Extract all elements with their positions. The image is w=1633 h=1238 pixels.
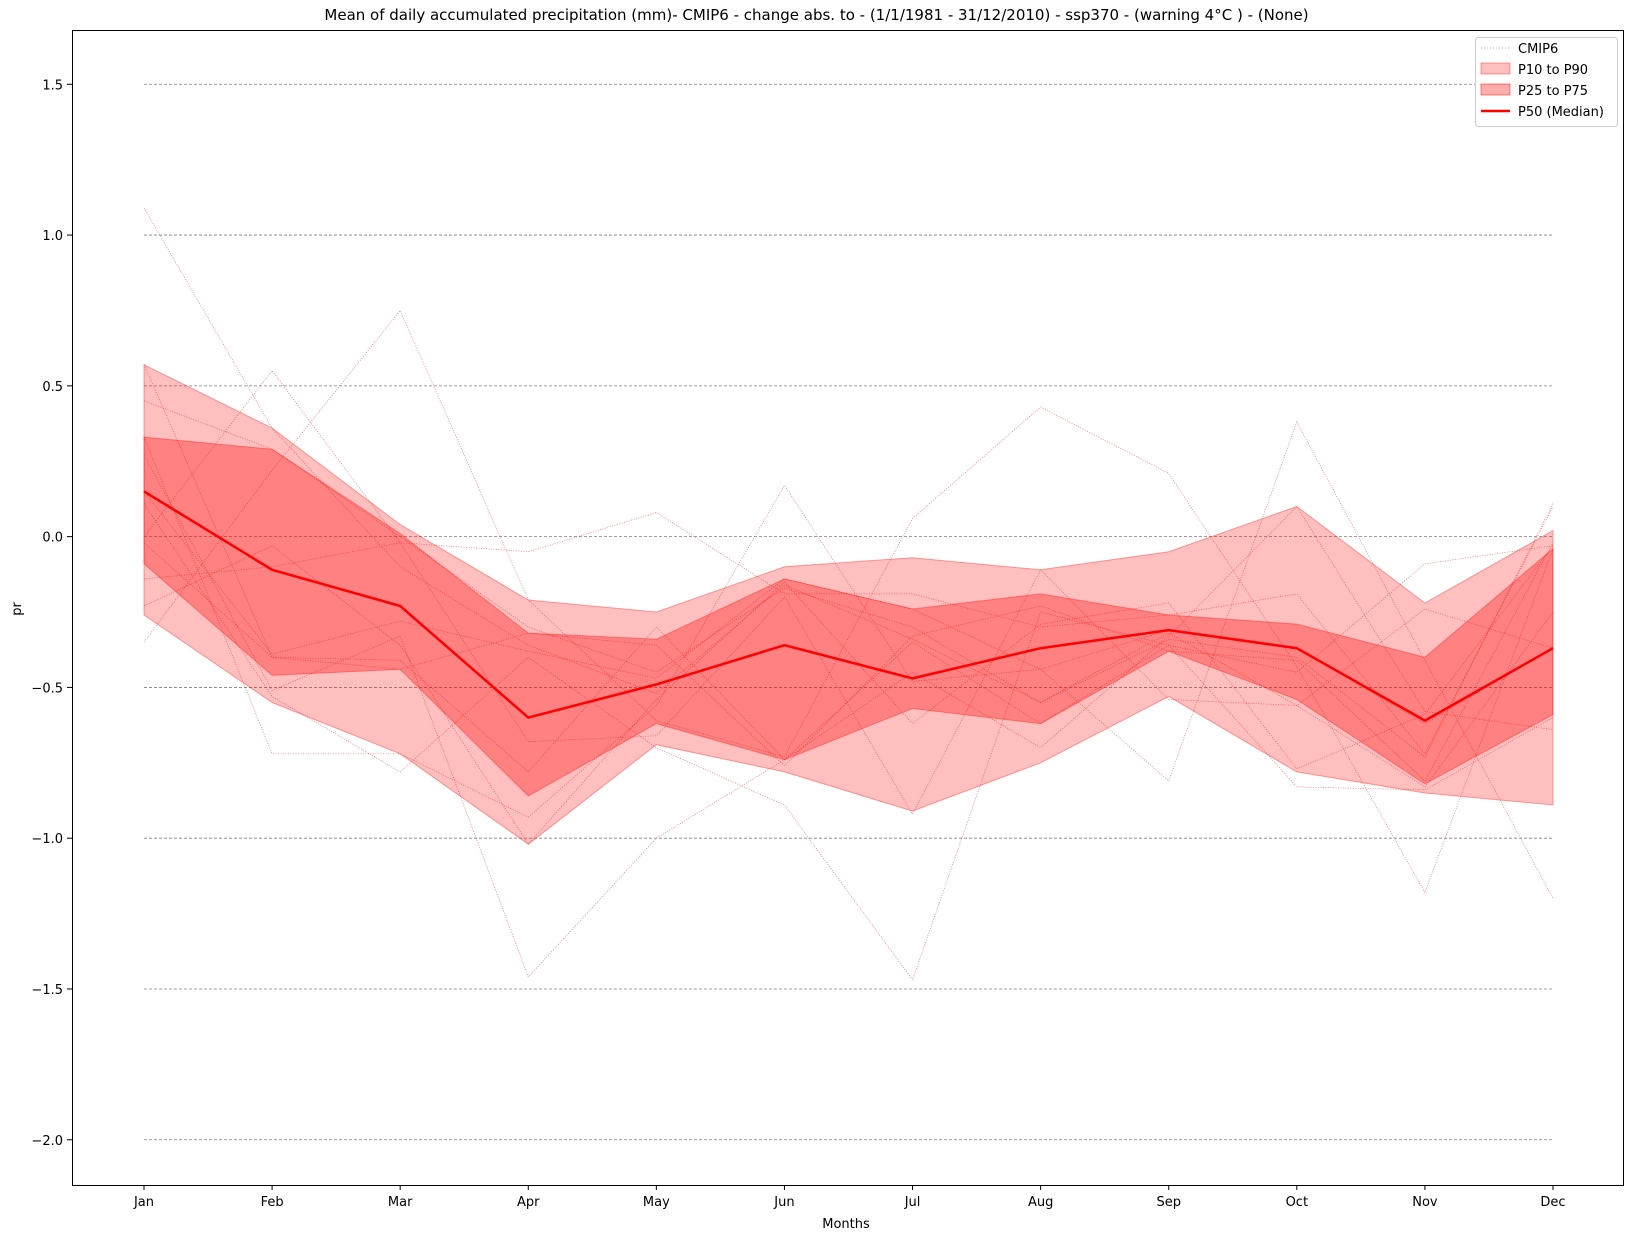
cmip6-member-line-1 [143, 207, 1554, 758]
y-tick-label: −1.5 [31, 983, 63, 998]
legend-p25-p75-swatch [1480, 83, 1511, 96]
legend-box [1475, 37, 1618, 127]
band-p25-p75 [143, 436, 1554, 797]
plot-frame [72, 30, 1624, 1186]
cmip6-member-line-6 [143, 421, 1554, 899]
y-tick-label: 1.0 [42, 229, 63, 244]
cmip6-member-line-9 [143, 503, 1554, 981]
x-tick-label: Mar [388, 1195, 413, 1210]
chart-title: Mean of daily accumulated precipitation … [324, 6, 1309, 24]
y-axis-label: pr [10, 602, 25, 616]
x-tick-label: Nov [1412, 1195, 1438, 1210]
x-tick-label: Apr [517, 1195, 540, 1210]
cmip6-member-line-2 [143, 309, 1554, 894]
cmip6-member-line-7 [143, 370, 1554, 815]
legend-median-label: P50 (Median) [1518, 105, 1604, 120]
cmip6-member-line-12 [143, 542, 1554, 782]
median-line [143, 490, 1554, 722]
x-tick-label: Sep [1156, 1195, 1181, 1210]
x-tick-label: Aug [1028, 1195, 1053, 1210]
y-tick-label: 0.5 [42, 380, 63, 395]
x-tick-label: Jan [133, 1195, 154, 1210]
cmip6-member-line-10 [143, 545, 1554, 845]
percentile-bands [143, 363, 1554, 845]
x-tick-label: Dec [1540, 1195, 1565, 1210]
x-tick-label: Jul [904, 1195, 921, 1210]
median-line-group [143, 490, 1554, 722]
legend: CMIP6 P10 to P90 P25 to P75 P50 (Median) [1475, 37, 1618, 127]
cmip6-member-line-4 [143, 400, 1554, 788]
cmip6-member-line-5 [143, 364, 1554, 773]
x-tick-label: Jun [773, 1195, 794, 1210]
x-axis-label: Months [822, 1217, 870, 1232]
legend-cmip6-label: CMIP6 [1518, 42, 1558, 57]
x-tick-label: May [643, 1195, 670, 1210]
y-axis: −2.0 −1.5 −1.0 −0.5 0.0 0.5 1.0 1.5 [31, 78, 72, 1149]
y-tick-label: −1.0 [31, 832, 63, 847]
x-axis: Jan Feb Mar Apr May Jun Jul Aug Sep Oct Nov Dec [133, 1185, 1566, 1210]
y-tick-label: −2.0 [31, 1134, 63, 1149]
y-tick-label: 0.0 [42, 531, 63, 546]
x-tick-label: Feb [261, 1195, 284, 1210]
legend-p10-p90-label: P10 to P90 [1518, 63, 1588, 78]
y-tick-label: 1.5 [42, 78, 63, 93]
y-tick-label: −0.5 [31, 681, 63, 696]
legend-p10-p90-swatch [1480, 62, 1511, 75]
x-tick-label: Oct [1286, 1195, 1308, 1210]
legend-p25-p75-label: P25 to P75 [1518, 84, 1588, 99]
